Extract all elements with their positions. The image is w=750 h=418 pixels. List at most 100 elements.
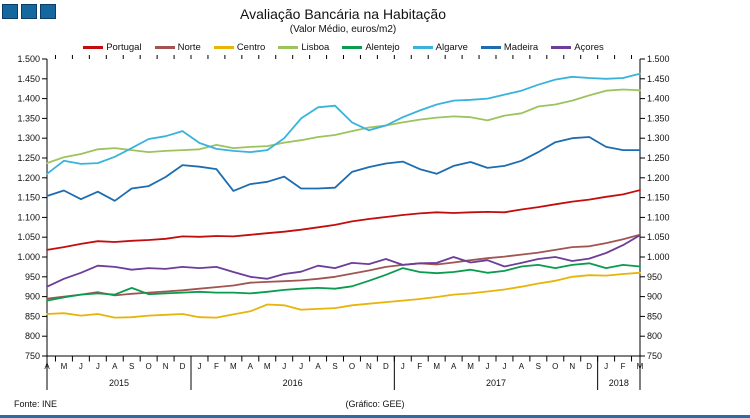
legend-label: Açores: [574, 42, 604, 53]
month-label: A: [248, 362, 254, 371]
logo-square-icon: [21, 4, 37, 19]
y-tick-label-left: 1.050: [17, 232, 40, 242]
y-tick-label-right: 1.250: [647, 153, 670, 163]
y-tick-label-left: 1.450: [17, 74, 40, 84]
month-label: A: [451, 362, 457, 371]
legend-item-alentejo: Alentejo: [342, 42, 400, 53]
y-tick-label-right: 1.450: [647, 74, 670, 84]
legend-line-swatch: [278, 46, 299, 49]
y-tick-label-left: 1.150: [17, 193, 40, 203]
y-tick-label-right: 1.400: [647, 94, 670, 104]
credit-note: (Gráfico: GEE): [345, 399, 405, 409]
month-label: O: [146, 362, 152, 371]
month-label: M: [264, 362, 271, 371]
series-line-lisboa: [46, 88, 641, 165]
series-line-açores: [46, 234, 641, 288]
series-line-alentejo: [46, 262, 641, 302]
y-tick-label-left: 1.350: [17, 113, 40, 123]
month-label: F: [621, 362, 626, 371]
legend-line-swatch: [551, 46, 572, 49]
logo-square-icon: [2, 4, 18, 19]
month-label: M: [467, 362, 474, 371]
month-label: J: [502, 362, 506, 371]
y-tick-label-left: 1.400: [17, 94, 40, 104]
bottom-accent-bar: [0, 415, 750, 418]
legend-label: Madeira: [503, 42, 539, 53]
y-tick-label-left: 850: [25, 311, 40, 321]
series-line-algarve: [46, 72, 641, 175]
y-tick-label-left: 800: [25, 331, 40, 341]
legend-line-swatch: [154, 46, 175, 49]
month-label: O: [552, 362, 558, 371]
legend-line-swatch: [342, 46, 363, 49]
month-label: N: [163, 362, 169, 371]
legend-item-norte: Norte: [154, 42, 201, 53]
chart-subtitle: (Valor Médio, euros/m2): [289, 24, 397, 35]
y-tick-label-right: 1.300: [647, 133, 670, 143]
month-label: D: [180, 362, 186, 371]
logo-square-icon: [40, 4, 56, 19]
month-label: N: [366, 362, 372, 371]
y-tick-label-left: 750: [25, 351, 40, 361]
gee-logo: [2, 4, 56, 19]
year-label: 2018: [609, 378, 629, 388]
y-tick-label-right: 800: [647, 331, 662, 341]
year-label: 2015: [109, 378, 129, 388]
month-label: J: [299, 362, 303, 371]
month-label: O: [349, 362, 355, 371]
y-tick-label-right: 1.500: [647, 54, 670, 64]
year-label: 2016: [283, 378, 303, 388]
month-label: M: [433, 362, 440, 371]
y-tick-label-right: 1.350: [647, 113, 670, 123]
legend-line-swatch: [83, 46, 104, 49]
legend-label: Norte: [177, 42, 201, 53]
legend-label: Portugal: [106, 42, 142, 53]
month-label: S: [332, 362, 337, 371]
legend-line-swatch: [412, 46, 433, 49]
y-tick-label-right: 1.000: [647, 252, 670, 262]
month-label: F: [417, 362, 422, 371]
y-tick-label-left: 1.500: [17, 54, 40, 64]
y-tick-label-left: 1.250: [17, 153, 40, 163]
legend-line-swatch: [213, 46, 234, 49]
month-label: A: [519, 362, 525, 371]
legend-item-algarve: Algarve: [412, 42, 468, 53]
source-note: Fonte: INE: [14, 399, 58, 409]
y-tick-label-left: 900: [25, 292, 40, 302]
series-line-madeira: [46, 136, 641, 202]
y-tick-label-right: 1.200: [647, 173, 670, 183]
legend-item-açores: Açores: [551, 42, 604, 53]
legend-item-lisboa: Lisboa: [278, 42, 329, 53]
series-line-centro: [46, 271, 641, 319]
y-tick-label-left: 1.200: [17, 173, 40, 183]
month-label: A: [315, 362, 321, 371]
legend-item-portugal: Portugal: [83, 42, 142, 53]
y-tick-label-right: 900: [647, 292, 662, 302]
month-label: D: [383, 362, 389, 371]
month-label: J: [486, 362, 490, 371]
series-line-portugal: [46, 189, 641, 251]
month-label: J: [401, 362, 405, 371]
legend-label: Centro: [236, 42, 266, 53]
month-label: D: [586, 362, 592, 371]
month-label: J: [96, 362, 100, 371]
legend-label: Algarve: [435, 42, 468, 53]
y-tick-label-right: 750: [647, 351, 662, 361]
legend-line-swatch: [480, 46, 501, 49]
y-tick-label-right: 1.150: [647, 193, 670, 203]
month-label: A: [112, 362, 118, 371]
y-tick-label-left: 1.300: [17, 133, 40, 143]
line-chart-plot: 750 750 800 800 850 850 900 900 950 950 1.000 1.000…: [17, 54, 670, 390]
legend-label: Lisboa: [301, 42, 330, 53]
month-label: M: [230, 362, 237, 371]
month-label: J: [197, 362, 201, 371]
y-tick-label-right: 950: [647, 272, 662, 282]
chart-legend: Portugal Norte Centro Lisboa Alentejo Algarve…: [47, 42, 640, 53]
y-tick-label-left: 1.000: [17, 252, 40, 262]
legend-label: Alentejo: [365, 42, 400, 53]
y-tick-label-left: 950: [25, 272, 40, 282]
month-label: S: [129, 362, 134, 371]
month-label: N: [569, 362, 575, 371]
chart-title: Avaliação Bancária na Habitação: [240, 6, 446, 22]
